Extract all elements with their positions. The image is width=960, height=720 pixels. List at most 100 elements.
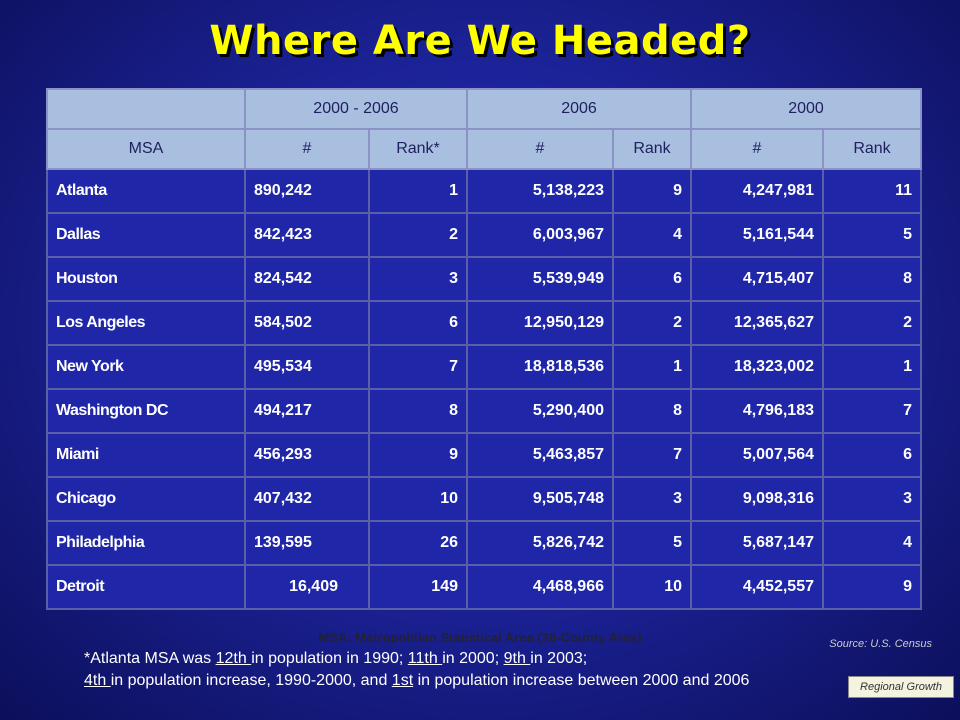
table-cell: 407,432 xyxy=(244,476,370,522)
msa-name-cell: Miami xyxy=(46,432,246,478)
table-cell: 1 xyxy=(822,344,922,390)
table-cell: 4,452,557 xyxy=(690,564,824,610)
footnote-line-1: *Atlanta MSA was 12th in population in 1… xyxy=(84,648,904,670)
msa-name-cell: Los Angeles xyxy=(46,300,246,346)
table-cell: 5 xyxy=(612,520,692,566)
table-cell: 6,003,967 xyxy=(466,212,614,258)
table-cell: 2 xyxy=(612,300,692,346)
table-body: 2000 - 2006 2006 2000 MSA # Rank* # Rank # Rank At… xyxy=(46,88,922,610)
table-cell: 1 xyxy=(612,344,692,390)
table-cell: 3 xyxy=(368,256,468,302)
footnote-text: in 2000; xyxy=(442,650,504,667)
table-cell: 7 xyxy=(612,432,692,478)
table-cell: 26 xyxy=(368,520,468,566)
table-cell: 4,247,981 xyxy=(690,168,824,214)
column-header: Rank xyxy=(612,128,692,170)
table-cell: 456,293 xyxy=(244,432,370,478)
footnote-increase-rank-2000s: 1st xyxy=(391,672,414,689)
section-badge: Regional Growth xyxy=(848,676,954,698)
slide-title: Where Are We Headed? xyxy=(209,18,751,64)
table-cell: 2 xyxy=(822,300,922,346)
footnote-line-2: 4th in population increase, 1990-2000, a… xyxy=(84,670,904,692)
column-header: MSA xyxy=(46,128,246,170)
group-header-row: 2000 - 2006 2006 2000 xyxy=(46,88,922,130)
table-cell: 6 xyxy=(368,300,468,346)
table-cell: 18,818,536 xyxy=(466,344,614,390)
group-header: 2000 - 2006 xyxy=(244,88,468,130)
table-cell: 5 xyxy=(822,212,922,258)
table-cell: 18,323,002 xyxy=(690,344,824,390)
table-row: New York 495,534 7 18,818,536 1 18,323,002 1 xyxy=(46,344,922,390)
column-header: # xyxy=(244,128,370,170)
table-cell: 12,950,129 xyxy=(466,300,614,346)
group-header xyxy=(46,88,246,130)
table-cell: 10 xyxy=(368,476,468,522)
msa-name-cell: Dallas xyxy=(46,212,246,258)
table-cell: 4 xyxy=(822,520,922,566)
footnote-text: in population increase between 2000 and … xyxy=(413,672,750,689)
table-cell: 5,826,742 xyxy=(466,520,614,566)
table-cell: 6 xyxy=(822,432,922,478)
table-row: Atlanta 890,242 1 5,138,223 9 4,247,981 11 xyxy=(46,168,922,214)
footnote-text: in 2003; xyxy=(530,650,588,667)
table-cell: 7 xyxy=(368,344,468,390)
table-cell: 8 xyxy=(612,388,692,434)
table-cell: 5,161,544 xyxy=(690,212,824,258)
table-cell: 5,290,400 xyxy=(466,388,614,434)
msa-name-cell: Detroit xyxy=(46,564,246,610)
table-cell: 11 xyxy=(822,168,922,214)
table-cell: 5,138,223 xyxy=(466,168,614,214)
table-cell: 3 xyxy=(822,476,922,522)
footnote-rank-2003: 9th xyxy=(503,650,531,667)
msa-name-cell: Atlanta xyxy=(46,168,246,214)
table-cell: 4,796,183 xyxy=(690,388,824,434)
table-cell: 890,242 xyxy=(244,168,370,214)
table-row: Washington DC 494,217 8 5,290,400 8 4,796,183… xyxy=(46,388,922,434)
msa-name-cell: Washington DC xyxy=(46,388,246,434)
msa-name-cell: Chicago xyxy=(46,476,246,522)
table-cell: 149 xyxy=(368,564,468,610)
table-cell: 12,365,627 xyxy=(690,300,824,346)
table-cell: 4 xyxy=(612,212,692,258)
table-cell: 8 xyxy=(368,388,468,434)
group-header: 2000 xyxy=(690,88,922,130)
table-row: Dallas 842,423 2 6,003,967 4 5,161,544 5 xyxy=(46,212,922,258)
group-header: 2006 xyxy=(466,88,692,130)
table-cell: 1 xyxy=(368,168,468,214)
table-cell: 8 xyxy=(822,256,922,302)
table-cell: 10 xyxy=(612,564,692,610)
column-header: Rank xyxy=(822,128,922,170)
table-row: Detroit 16,409 149 4,468,966 10 4,452,557 9 xyxy=(46,564,922,610)
table-row: Los Angeles 584,502 6 12,950,129 2 12,365,627… xyxy=(46,300,922,346)
column-header: Rank* xyxy=(368,128,468,170)
table-cell: 7 xyxy=(822,388,922,434)
table-cell: 16,409 xyxy=(244,564,370,610)
column-header: # xyxy=(466,128,614,170)
table-cell: 2 xyxy=(368,212,468,258)
table-row: Miami 456,293 9 5,463,857 7 5,007,564 6 xyxy=(46,432,922,478)
table-row: Philadelphia 139,595 26 5,826,742 5 5,687,147… xyxy=(46,520,922,566)
table-cell: 495,534 xyxy=(244,344,370,390)
table-cell: 139,595 xyxy=(244,520,370,566)
msa-name-cell: Houston xyxy=(46,256,246,302)
footnote-rank-1990: 12th xyxy=(215,650,252,667)
table-cell: 824,542 xyxy=(244,256,370,302)
footnote-text: in population increase, 1990-2000, and xyxy=(110,672,392,689)
table-cell: 494,217 xyxy=(244,388,370,434)
table-cell: 584,502 xyxy=(244,300,370,346)
table-cell: 6 xyxy=(612,256,692,302)
table-cell: 5,463,857 xyxy=(466,432,614,478)
footnote-increase-rank-1990s: 4th xyxy=(84,672,111,689)
atlanta-footnote: *Atlanta MSA was 12th in population in 1… xyxy=(84,648,904,692)
table-cell: 9 xyxy=(612,168,692,214)
msa-table: 2000 - 2006 2006 2000 MSA # Rank* # Rank # Rank At… xyxy=(46,88,922,610)
table-cell: 3 xyxy=(612,476,692,522)
table-cell: 5,007,564 xyxy=(690,432,824,478)
table-cell: 4,715,407 xyxy=(690,256,824,302)
column-header: # xyxy=(690,128,824,170)
footnote-rank-2000: 11th xyxy=(407,650,443,667)
table-cell: 4,468,966 xyxy=(466,564,614,610)
table-cell: 9 xyxy=(822,564,922,610)
footnote-text: in population in 1990; xyxy=(251,650,408,667)
table-cell: 5,687,147 xyxy=(690,520,824,566)
